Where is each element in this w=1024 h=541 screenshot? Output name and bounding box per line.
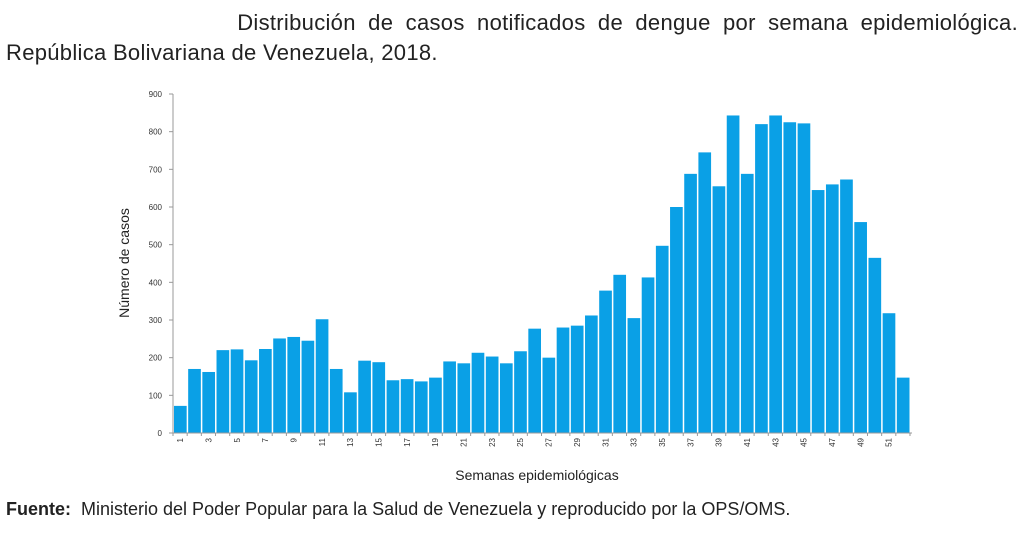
x-tick-label: 7 (261, 437, 270, 442)
x-tick-label: 3 (204, 437, 213, 442)
bar-week-10 (301, 340, 315, 433)
bar-week-8 (273, 338, 286, 433)
x-tick-label: 43 (771, 437, 780, 446)
bar-week-6 (244, 360, 258, 433)
bar-week-41 (740, 173, 754, 433)
bar-week-48 (840, 179, 853, 433)
bar-week-21 (457, 363, 471, 433)
bar-week-30 (585, 315, 598, 433)
bar-week-15 (372, 362, 386, 433)
x-tick-label: 47 (828, 437, 837, 446)
bar-week-34 (641, 277, 655, 433)
bar-week-25 (514, 351, 527, 433)
bar-week-22 (471, 352, 485, 433)
x-tick-label: 29 (573, 437, 582, 446)
x-tick-label: 15 (375, 437, 384, 446)
x-tick-label: 41 (743, 437, 752, 446)
x-tick-label: 27 (545, 437, 554, 446)
y-tick-label: 200 (149, 354, 163, 363)
bar-week-7 (259, 349, 272, 433)
bar-week-1 (174, 405, 187, 433)
bar-week-3 (202, 371, 216, 433)
x-tick-label: 9 (289, 437, 298, 442)
x-axis-label: Semanas epidemiológicas (455, 467, 618, 483)
bar-week-4 (216, 350, 230, 433)
x-tick-label: 23 (488, 437, 497, 446)
bar-week-14 (358, 360, 371, 433)
x-tick-label: 19 (431, 437, 440, 446)
bar-week-12 (329, 368, 343, 433)
y-tick-label: 300 (149, 316, 163, 325)
bar-week-2 (188, 368, 201, 433)
bar-week-19 (429, 377, 442, 433)
x-tick-label: 49 (856, 437, 865, 446)
bar-week-32 (613, 274, 627, 433)
x-tick-label: 35 (658, 437, 667, 446)
bar-week-42 (755, 124, 768, 433)
bar-week-39 (712, 186, 726, 433)
chart-title-line2: República Bolivariana de Venezuela, 2018… (6, 40, 438, 65)
y-tick-label: 700 (149, 165, 163, 174)
y-tick-label: 400 (149, 278, 163, 287)
bar-week-49 (854, 222, 867, 433)
chart-title-line1: Distribución de casos notificados de den… (237, 10, 1018, 35)
bar-week-20 (443, 361, 456, 433)
source-label: Fuente: (6, 499, 71, 519)
bar-week-38 (698, 152, 712, 433)
y-tick-label: 800 (149, 128, 163, 137)
x-tick-label: 45 (800, 437, 809, 446)
y-tick-label: 900 (149, 90, 163, 99)
bar-week-46 (811, 190, 825, 433)
x-tick-label: 37 (686, 437, 695, 446)
x-tick-label: 21 (460, 437, 469, 446)
y-tick-label: 100 (149, 391, 163, 400)
x-tick-label: 11 (318, 437, 327, 446)
bar-week-43 (769, 115, 782, 433)
bar-week-27 (542, 357, 556, 433)
bar-week-35 (655, 245, 669, 433)
bar-week-50 (868, 257, 882, 433)
x-tick-label: 25 (516, 437, 525, 446)
bar-week-36 (670, 207, 683, 433)
bar-week-33 (627, 318, 641, 433)
bar-week-40 (726, 115, 740, 433)
x-tick-label: 5 (233, 437, 242, 442)
bar-week-16 (386, 380, 400, 433)
bar-week-13 (344, 392, 357, 433)
bar-week-9 (287, 336, 301, 433)
x-tick-label: 13 (346, 437, 355, 446)
bar-week-37 (684, 173, 697, 433)
y-tick-label: 0 (158, 429, 163, 438)
bar-week-45 (797, 123, 811, 433)
y-axis-label: Número de casos (116, 208, 132, 318)
bar-week-5 (230, 349, 244, 433)
y-tick-label: 500 (149, 241, 163, 250)
bar-week-17 (400, 379, 414, 433)
source-note: Fuente: Ministerio del Poder Popular par… (6, 499, 790, 520)
x-tick-label: 33 (630, 437, 639, 446)
bar-week-31 (599, 290, 612, 433)
y-tick-label: 600 (149, 203, 163, 212)
bar-week-24 (499, 363, 513, 433)
bar-week-23 (485, 356, 499, 433)
x-tick-label: 1 (176, 437, 185, 442)
x-tick-label: 51 (885, 437, 894, 446)
bar-week-52 (896, 377, 910, 433)
bar-week-47 (825, 184, 839, 433)
bar-week-11 (315, 319, 329, 433)
x-tick-label: 31 (601, 437, 610, 446)
x-tick-label: 17 (403, 437, 412, 446)
x-tick-label: 39 (715, 437, 724, 446)
bar-week-29 (570, 325, 584, 433)
bar-week-26 (528, 328, 541, 433)
bar-week-28 (556, 327, 570, 433)
bar-week-51 (882, 313, 896, 433)
bar-week-18 (414, 381, 428, 433)
source-text: Ministerio del Poder Popular para la Sal… (81, 499, 791, 519)
bar-week-44 (783, 122, 797, 433)
